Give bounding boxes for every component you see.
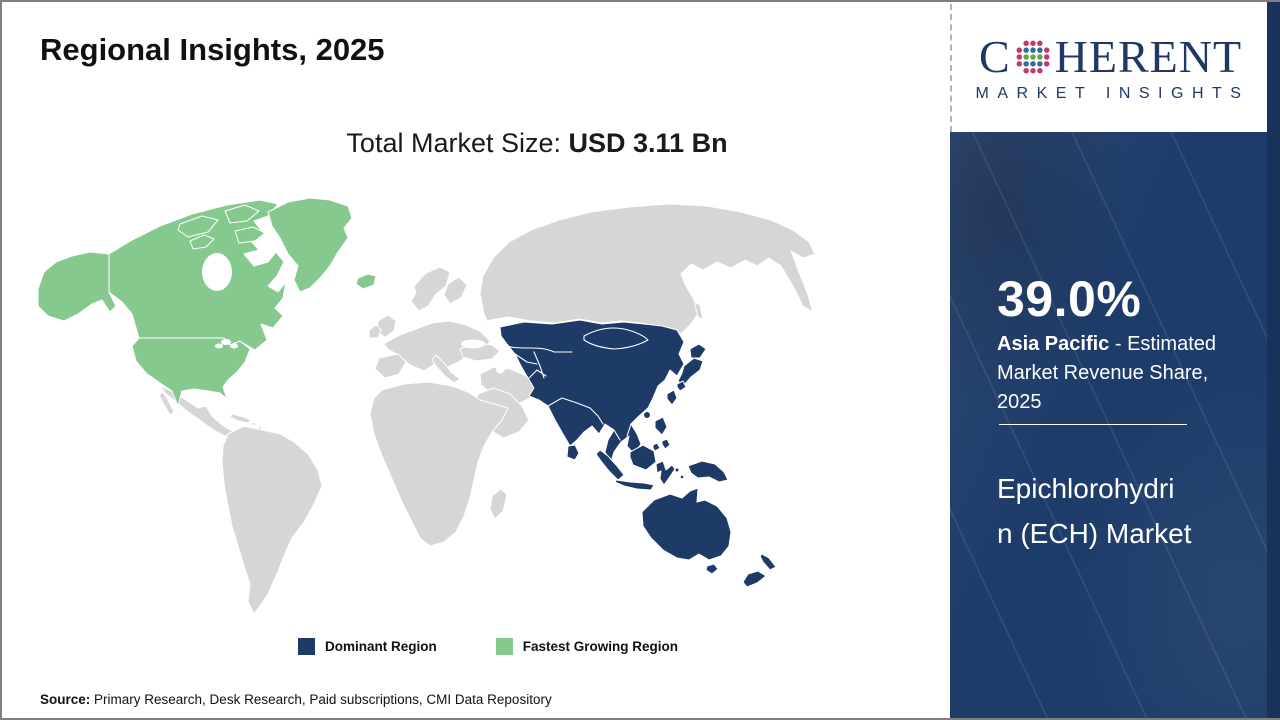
- country-iberia: [374, 353, 407, 379]
- country-finland: [443, 276, 468, 305]
- caspian-sea: [495, 344, 511, 374]
- total-market-size-value: USD 3.11 Bn: [568, 128, 728, 158]
- share-description-text: - Estimated Market Revenue Share, 2025: [997, 333, 1217, 413]
- world-map: [32, 194, 822, 629]
- island-kyushu: [676, 380, 687, 392]
- hudson-bay: [202, 253, 232, 291]
- country-ireland: [368, 324, 382, 339]
- page-title: Regional Insights, 2025: [40, 32, 385, 67]
- logo-text-prefix: C: [978, 30, 1011, 82]
- country-cuba: [229, 413, 252, 424]
- country-usa: [131, 337, 251, 407]
- country-baja: [158, 391, 175, 416]
- logo-subtitle: MARKET INSIGHTS: [975, 84, 1250, 102]
- island-borneo: [629, 444, 657, 471]
- black-sea: [461, 339, 485, 349]
- region-asia-pacific: [499, 319, 777, 588]
- arctic-island: [177, 215, 219, 238]
- continent-south-america: [221, 425, 323, 615]
- island-philippines: [652, 442, 661, 452]
- market-share-value: 39.0%: [997, 271, 1142, 327]
- island-moluccas: [679, 474, 685, 480]
- island-sakhalin: [694, 301, 704, 320]
- country-italy: [431, 354, 461, 384]
- logo-text-suffix: HERENT: [1054, 30, 1243, 82]
- total-market-size: Total Market Size: USD 3.11 Bn: [137, 128, 937, 159]
- island-hokkaido: [689, 343, 707, 359]
- logo-globe-icon: [1016, 40, 1050, 73]
- island-hainan: [643, 411, 651, 419]
- region-name: Asia Pacific: [997, 333, 1110, 355]
- asia-internal-borders: [499, 327, 649, 441]
- arctic-island: [224, 204, 260, 224]
- island-madagascar: [489, 488, 508, 520]
- world-map-svg: [37, 197, 816, 615]
- island-sri-lanka: [566, 444, 580, 461]
- island-java: [614, 479, 655, 491]
- island-tasmania: [705, 563, 719, 575]
- island-honshu: [677, 357, 704, 387]
- legend-item-dominant: Dominant Region: [298, 638, 437, 655]
- country-greenland: [267, 197, 353, 293]
- legend-item-growing: Fastest Growing Region: [495, 638, 679, 655]
- market-name-line2: n (ECH) Market: [997, 518, 1192, 549]
- island-taiwan: [666, 389, 678, 406]
- island-moluccas: [674, 467, 680, 473]
- arctic-island: [234, 226, 266, 244]
- fastest-growing-region-swatch: [495, 638, 513, 655]
- island-philippines: [661, 438, 671, 450]
- nz-south-island: [742, 570, 767, 588]
- island-luzon: [654, 416, 668, 436]
- great-lakes: [215, 343, 223, 349]
- country-scandinavia: [410, 266, 451, 312]
- country-australia: [641, 487, 732, 561]
- caribbean-island: [252, 422, 256, 426]
- continent-africa: [369, 381, 509, 547]
- source-text: Primary Research, Desk Research, Paid su…: [94, 692, 552, 707]
- market-name: Epichlorohydri n (ECH) Market: [997, 466, 1191, 556]
- total-market-size-label: Total Market Size:: [346, 128, 561, 158]
- map-legend: Dominant Region Fastest Growing Region: [298, 638, 678, 655]
- nz-north-island: [759, 553, 777, 571]
- country-iceland: [355, 273, 377, 290]
- region-north-america: [37, 197, 377, 407]
- dominant-region-label: Dominant Region: [325, 639, 437, 654]
- country-russia: [479, 203, 816, 335]
- stats-sidebar: 39.0% Asia Pacific - Estimated Market Re…: [950, 132, 1269, 718]
- state-alaska: [37, 251, 117, 322]
- dominant-region-swatch: [298, 638, 315, 655]
- island-new-guinea: [687, 460, 729, 483]
- right-edge-strip: [1267, 2, 1280, 718]
- logo-wordmark: C HERENT: [978, 30, 1243, 82]
- source-label: Source:: [40, 692, 91, 707]
- fastest-growing-region-label: Fastest Growing Region: [522, 639, 679, 654]
- market-name-line1: Epichlorohydri: [997, 473, 1175, 504]
- sidebar-divider: [999, 424, 1187, 425]
- great-lakes: [230, 343, 238, 349]
- great-lakes: [221, 339, 231, 345]
- asia-mainland: [499, 319, 685, 463]
- region-rest-of-world: [158, 203, 816, 615]
- island-sulawesi: [655, 460, 676, 486]
- arctic-island: [189, 234, 215, 250]
- market-share-description: Asia Pacific - Estimated Market Revenue …: [997, 330, 1247, 417]
- source-line: Source: Primary Research, Desk Research,…: [40, 692, 552, 707]
- company-logo: C HERENT MARKET INSIGHTS: [950, 4, 1269, 132]
